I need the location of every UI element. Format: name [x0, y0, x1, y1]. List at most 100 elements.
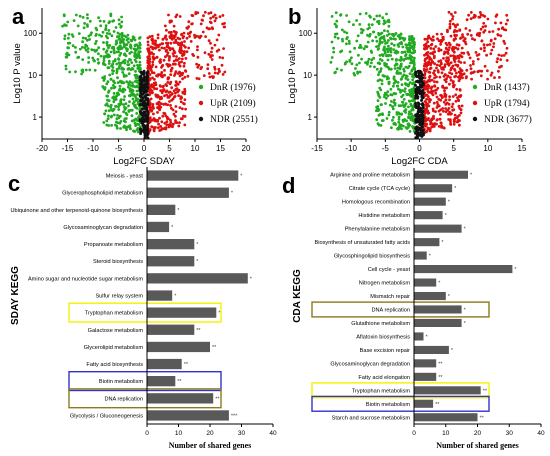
- point-dnr: [382, 48, 385, 52]
- point-upr: [159, 89, 163, 92]
- point-dnr: [392, 84, 395, 88]
- point-dnr: [389, 54, 392, 57]
- point-ndr: [142, 104, 146, 108]
- significance-mark: *: [250, 276, 253, 282]
- point-dnr: [378, 86, 382, 90]
- point-upr: [176, 58, 180, 62]
- kegg-bar-chart-cda: Arginine and proline metabolism * Citrate …: [292, 168, 545, 450]
- point-upr: [428, 56, 432, 59]
- bar: [414, 413, 478, 422]
- point-dnr: [107, 89, 111, 93]
- point-dnr: [119, 114, 122, 118]
- point-upr: [174, 114, 177, 118]
- point-dnr: [348, 42, 351, 45]
- point-upr: [159, 125, 163, 128]
- point-dnr: [87, 61, 90, 64]
- point-upr: [452, 47, 455, 51]
- point-dnr: [117, 18, 121, 22]
- point-upr: [430, 78, 434, 82]
- point-upr: [210, 46, 214, 50]
- point-upr: [459, 69, 463, 72]
- point-dnr: [102, 55, 106, 58]
- point-upr: [452, 80, 455, 83]
- point-upr: [221, 14, 225, 17]
- point-dnr: [72, 19, 76, 22]
- point-upr: [162, 88, 166, 91]
- point-dnr: [396, 43, 400, 47]
- point-ndr: [141, 121, 145, 125]
- point-dnr: [106, 36, 109, 40]
- point-dnr: [86, 50, 90, 54]
- y-tick-label: 1: [308, 113, 313, 122]
- point-upr: [187, 20, 191, 24]
- point-dnr: [397, 72, 401, 75]
- point-dnr: [401, 124, 405, 128]
- point-upr: [424, 111, 427, 115]
- point-ndr: [142, 80, 146, 83]
- y-axis-title: SDAY KEGG: [10, 266, 21, 325]
- point-upr: [494, 21, 497, 25]
- point-ndr: [414, 105, 418, 109]
- point-upr: [463, 37, 467, 41]
- point-upr: [426, 84, 430, 87]
- point-upr: [217, 70, 221, 73]
- point-upr: [431, 60, 435, 64]
- point-dnr: [124, 111, 128, 115]
- point-upr: [153, 119, 157, 123]
- point-upr: [467, 13, 470, 17]
- panel-label-c: c: [8, 171, 20, 196]
- point-upr: [179, 46, 183, 50]
- point-dnr: [106, 117, 110, 120]
- point-ndr: [146, 112, 149, 116]
- point-dnr: [104, 103, 108, 107]
- point-upr: [166, 44, 170, 47]
- point-upr: [184, 70, 188, 73]
- point-upr: [195, 77, 199, 80]
- point-dnr: [372, 30, 376, 34]
- point-dnr: [74, 70, 77, 74]
- point-dnr: [82, 26, 86, 30]
- point-ndr: [138, 88, 142, 92]
- point-upr: [453, 83, 456, 87]
- point-dnr: [333, 35, 337, 39]
- point-dnr: [409, 35, 413, 38]
- highlight-box: [311, 301, 490, 318]
- legend-label: NDR (3677): [484, 114, 532, 125]
- point-upr: [213, 67, 217, 71]
- point-upr: [213, 71, 217, 75]
- point-dnr: [348, 50, 352, 54]
- point-upr: [151, 56, 155, 59]
- panel-label-a: a: [12, 4, 25, 29]
- point-dnr: [412, 63, 416, 67]
- point-dnr: [401, 45, 405, 49]
- point-upr: [173, 72, 177, 75]
- point-upr: [439, 42, 442, 46]
- point-ndr: [144, 133, 148, 137]
- point-upr: [441, 38, 445, 41]
- point-upr: [151, 39, 155, 43]
- point-dnr: [66, 36, 70, 40]
- x-tick-label: 30: [506, 430, 514, 437]
- y-tick-label: 10: [303, 71, 312, 80]
- point-upr: [163, 121, 167, 125]
- point-upr: [178, 37, 182, 41]
- point-ndr: [145, 118, 149, 121]
- legend-marker: [472, 84, 478, 90]
- point-upr: [178, 74, 182, 78]
- point-dnr: [347, 20, 351, 24]
- point-ndr: [143, 99, 146, 103]
- point-ndr: [144, 106, 148, 110]
- point-dnr: [334, 11, 338, 15]
- point-ndr: [144, 127, 147, 131]
- point-dnr: [355, 63, 359, 67]
- point-dnr: [122, 98, 126, 101]
- point-dnr: [358, 61, 361, 65]
- category-label: DNA replication: [104, 396, 143, 402]
- point-upr: [452, 122, 456, 126]
- point-dnr: [133, 104, 136, 107]
- point-upr: [155, 87, 159, 91]
- point-dnr: [106, 98, 109, 102]
- point-dnr: [395, 63, 399, 66]
- point-dnr: [133, 80, 137, 83]
- point-upr: [447, 10, 451, 14]
